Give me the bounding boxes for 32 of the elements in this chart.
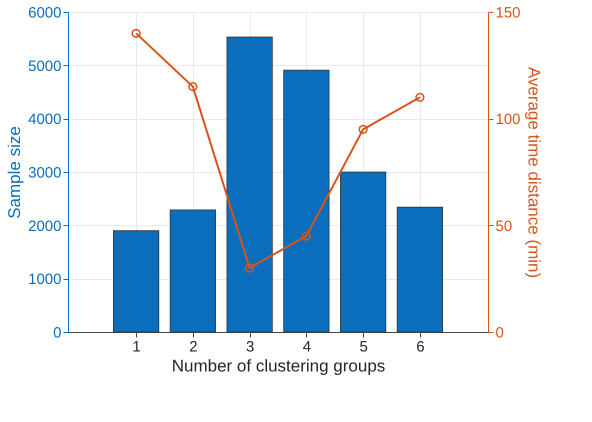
- point: [415, 92, 425, 102]
- bar: [113, 230, 160, 332]
- point: [245, 263, 254, 273]
- y-tick-label: 1000: [28, 271, 62, 288]
- x-tick-label: 2: [189, 338, 198, 356]
- y-axis-title: Sample size: [5, 126, 24, 219]
- point: [302, 231, 311, 241]
- x-tick-label: 5: [359, 338, 368, 356]
- x-tick-label: 6: [416, 338, 425, 356]
- bar: [226, 36, 273, 332]
- y2-tick-label: 0: [496, 324, 504, 342]
- y-tick-label: 0: [53, 324, 62, 342]
- y2-tick-label: 100: [496, 111, 521, 128]
- x-tick-label: 1: [132, 338, 141, 356]
- point: [358, 124, 368, 134]
- x-axis-title: Number of clustering groups: [172, 356, 386, 376]
- y2-tick-label: 150: [496, 4, 521, 22]
- y-tick-label: 4000: [28, 111, 62, 128]
- x-tick-label: 4: [302, 338, 312, 356]
- y-tick-label: 3000: [28, 164, 62, 182]
- y-tick-label: 5000: [28, 58, 62, 75]
- bar: [396, 206, 443, 332]
- bar: [340, 172, 386, 332]
- bar: [283, 70, 330, 332]
- y-tick-label: 2000: [28, 218, 62, 235]
- y2-tick-label: 50: [496, 218, 512, 235]
- y-tick-label: 6000: [28, 4, 62, 22]
- point: [131, 28, 141, 38]
- x-tick-label: 3: [246, 338, 254, 356]
- y2-axis-title: Average time distance (min): [524, 66, 544, 278]
- point: [188, 82, 198, 92]
- bar: [170, 209, 216, 332]
